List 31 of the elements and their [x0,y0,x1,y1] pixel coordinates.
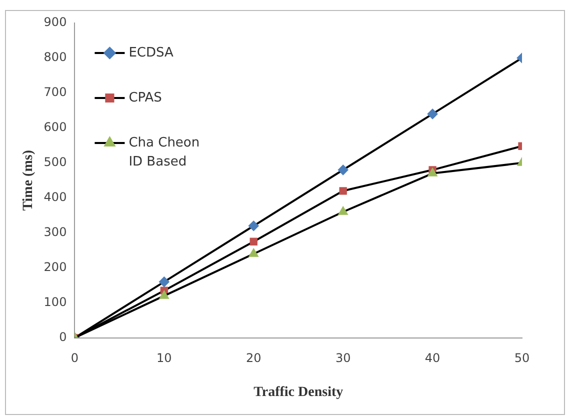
point [160,290,169,299]
y-tick-label: 200 [44,260,67,274]
y-tick-label: 500 [44,155,67,170]
legend-label: Cha Cheon ID Based [128,135,200,170]
point [428,168,438,176]
y-tick-label: 600 [44,120,67,134]
x-tick-label: 30 [335,351,351,366]
point [159,276,170,287]
point [428,108,438,119]
x-tick-label: 50 [514,351,530,366]
point [248,220,259,231]
y-tick-label: 900 [44,15,67,30]
x-tick-label: 40 [424,351,440,366]
y-tick-label: 700 [44,85,67,100]
point [249,248,258,257]
y-tick-label: 400 [44,190,67,204]
legend-label: CPAS [128,90,162,106]
point [338,206,348,215]
legend-label: ECDSA [128,45,174,60]
x-tick-label: 10 [156,351,172,366]
y-tick-label: 800 [44,50,67,64]
x-axis-title: Traffic Density [254,385,344,400]
y-tick-label: 100 [44,294,67,309]
point [338,164,348,175]
y-tick-label: 300 [44,224,67,239]
point [250,238,258,246]
x-tick-label: 20 [246,351,262,366]
point [339,187,347,195]
y-tick-label: 0 [59,330,67,344]
x-tick-label: 0 [70,351,79,366]
y-axis-title: Time (ms) [21,150,36,211]
